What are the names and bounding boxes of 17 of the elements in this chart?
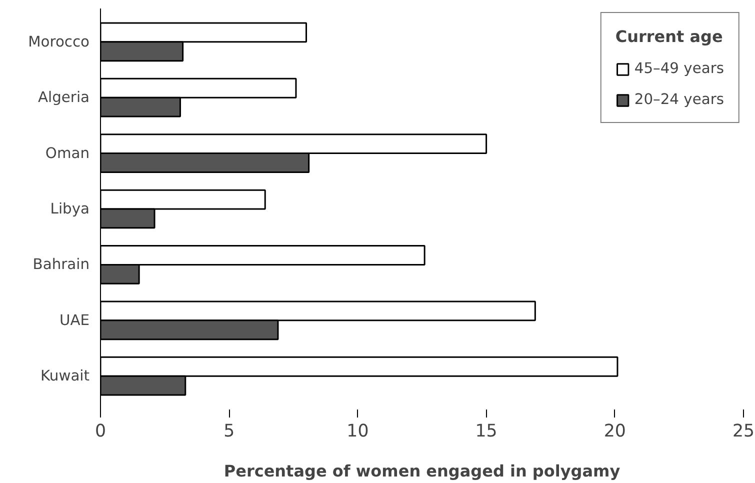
- y-tick-label: Oman: [45, 144, 90, 162]
- x-tick-label: 10: [346, 422, 369, 442]
- legend-label: 45–49 years: [634, 60, 724, 77]
- y-tick-label: Libya: [50, 200, 90, 218]
- legend-title: Current age: [615, 27, 724, 46]
- x-tick-label: 15: [475, 422, 498, 442]
- y-tick-label: Bahrain: [32, 256, 90, 274]
- x-tick-label: 25: [732, 422, 755, 442]
- x-tick-label: 5: [224, 422, 235, 442]
- x-tick-label: 0: [94, 422, 106, 442]
- x-axis-title: Percentage of women engaged in polygamy: [224, 462, 621, 480]
- x-tick-label: 20: [604, 422, 626, 442]
- y-tick-label: Algeria: [38, 89, 90, 106]
- y-tick-label: Kuwait: [40, 368, 90, 385]
- y-tick-label: UAE: [59, 312, 90, 329]
- y-tick-label: Morocco: [28, 33, 90, 50]
- legend-label: 20–24 years: [634, 91, 724, 108]
